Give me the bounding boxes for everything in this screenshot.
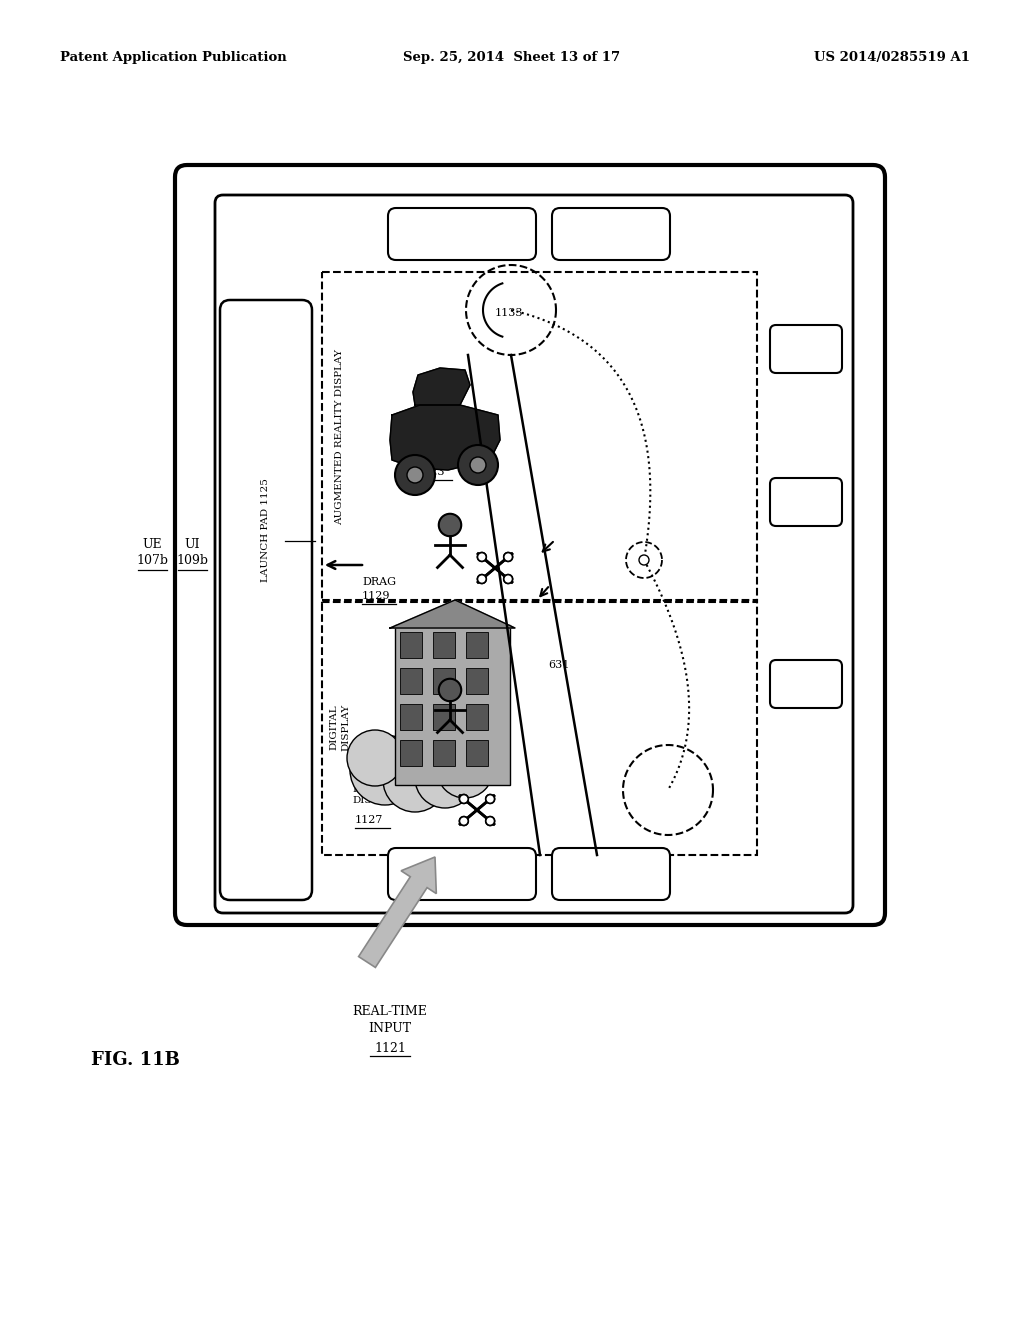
Text: 631: 631 — [548, 660, 569, 671]
Text: 107b: 107b — [136, 553, 168, 566]
Circle shape — [395, 455, 435, 495]
Circle shape — [347, 730, 403, 785]
Text: UI: UI — [184, 539, 200, 552]
Circle shape — [383, 748, 447, 812]
FancyBboxPatch shape — [175, 165, 885, 925]
Bar — [433, 704, 455, 730]
Circle shape — [415, 748, 475, 808]
Text: APP 5: APP 5 — [442, 867, 482, 880]
Polygon shape — [390, 601, 515, 628]
FancyArrow shape — [358, 857, 436, 968]
Text: 1127: 1127 — [355, 814, 383, 825]
Text: APP 1: APP 1 — [787, 677, 825, 690]
Polygon shape — [413, 368, 470, 405]
Bar — [466, 741, 488, 766]
Circle shape — [407, 467, 423, 483]
FancyBboxPatch shape — [220, 300, 312, 900]
Circle shape — [350, 735, 420, 805]
Circle shape — [437, 742, 493, 799]
Bar — [400, 632, 422, 657]
Text: AUGMENTED REALITY DISPLAY: AUGMENTED REALITY DISPLAY — [336, 348, 344, 525]
Text: DIGITAL
DISPLAY: DIGITAL DISPLAY — [330, 704, 350, 751]
Circle shape — [458, 445, 498, 484]
FancyBboxPatch shape — [552, 209, 670, 260]
Text: 109b: 109b — [176, 553, 208, 566]
Circle shape — [639, 554, 649, 565]
Circle shape — [504, 553, 513, 561]
Text: APP 4: APP 4 — [442, 227, 482, 240]
Text: Sep. 25, 2014  Sheet 13 of 17: Sep. 25, 2014 Sheet 13 of 17 — [403, 51, 621, 65]
Bar — [466, 632, 488, 657]
Text: LAUNCH PAD 1125: LAUNCH PAD 1125 — [261, 478, 270, 582]
Circle shape — [438, 513, 461, 536]
Text: FIG. 11B: FIG. 11B — [90, 1051, 179, 1069]
Circle shape — [504, 574, 513, 583]
FancyBboxPatch shape — [388, 847, 536, 900]
Text: ...: ... — [603, 226, 618, 243]
Text: 1123: 1123 — [417, 467, 445, 477]
Circle shape — [460, 817, 468, 825]
FancyBboxPatch shape — [770, 478, 842, 525]
Circle shape — [438, 678, 461, 701]
Bar — [433, 741, 455, 766]
Bar — [400, 668, 422, 694]
FancyBboxPatch shape — [388, 209, 536, 260]
Circle shape — [460, 817, 468, 825]
Text: US 2014/0285519 A1: US 2014/0285519 A1 — [814, 51, 970, 65]
Circle shape — [485, 817, 495, 825]
Text: REAL-TIME
INPUT: REAL-TIME INPUT — [352, 1005, 427, 1035]
Text: UE: UE — [142, 539, 162, 552]
Circle shape — [460, 795, 468, 804]
Bar — [400, 741, 422, 766]
Circle shape — [477, 574, 486, 583]
Bar — [400, 704, 422, 730]
FancyBboxPatch shape — [215, 195, 853, 913]
Circle shape — [460, 795, 468, 804]
FancyBboxPatch shape — [770, 325, 842, 374]
Bar — [433, 632, 455, 657]
Circle shape — [477, 574, 486, 583]
Bar — [466, 668, 488, 694]
Bar — [395, 624, 510, 785]
Polygon shape — [390, 405, 500, 470]
Circle shape — [504, 574, 513, 583]
Circle shape — [485, 795, 495, 804]
Bar — [466, 704, 488, 730]
Circle shape — [504, 553, 513, 561]
Bar — [322, 272, 757, 602]
Text: APP 2: APP 2 — [787, 495, 825, 508]
Circle shape — [455, 735, 505, 785]
Text: 1121: 1121 — [374, 1041, 406, 1055]
FancyBboxPatch shape — [770, 660, 842, 708]
Circle shape — [470, 457, 486, 473]
Circle shape — [485, 795, 495, 804]
Text: Patent Application Publication: Patent Application Publication — [60, 51, 287, 65]
Text: 1133: 1133 — [495, 308, 523, 318]
FancyBboxPatch shape — [552, 847, 670, 900]
Text: APP 3: APP 3 — [787, 342, 825, 355]
Circle shape — [477, 553, 486, 561]
Text: DRAG: DRAG — [362, 577, 396, 587]
Text: DIGITAL
DISPLAY: DIGITAL DISPLAY — [352, 785, 399, 805]
Bar — [322, 601, 757, 855]
Circle shape — [485, 817, 495, 825]
Bar — [433, 668, 455, 694]
Circle shape — [477, 553, 486, 561]
Text: 1129: 1129 — [362, 591, 390, 601]
